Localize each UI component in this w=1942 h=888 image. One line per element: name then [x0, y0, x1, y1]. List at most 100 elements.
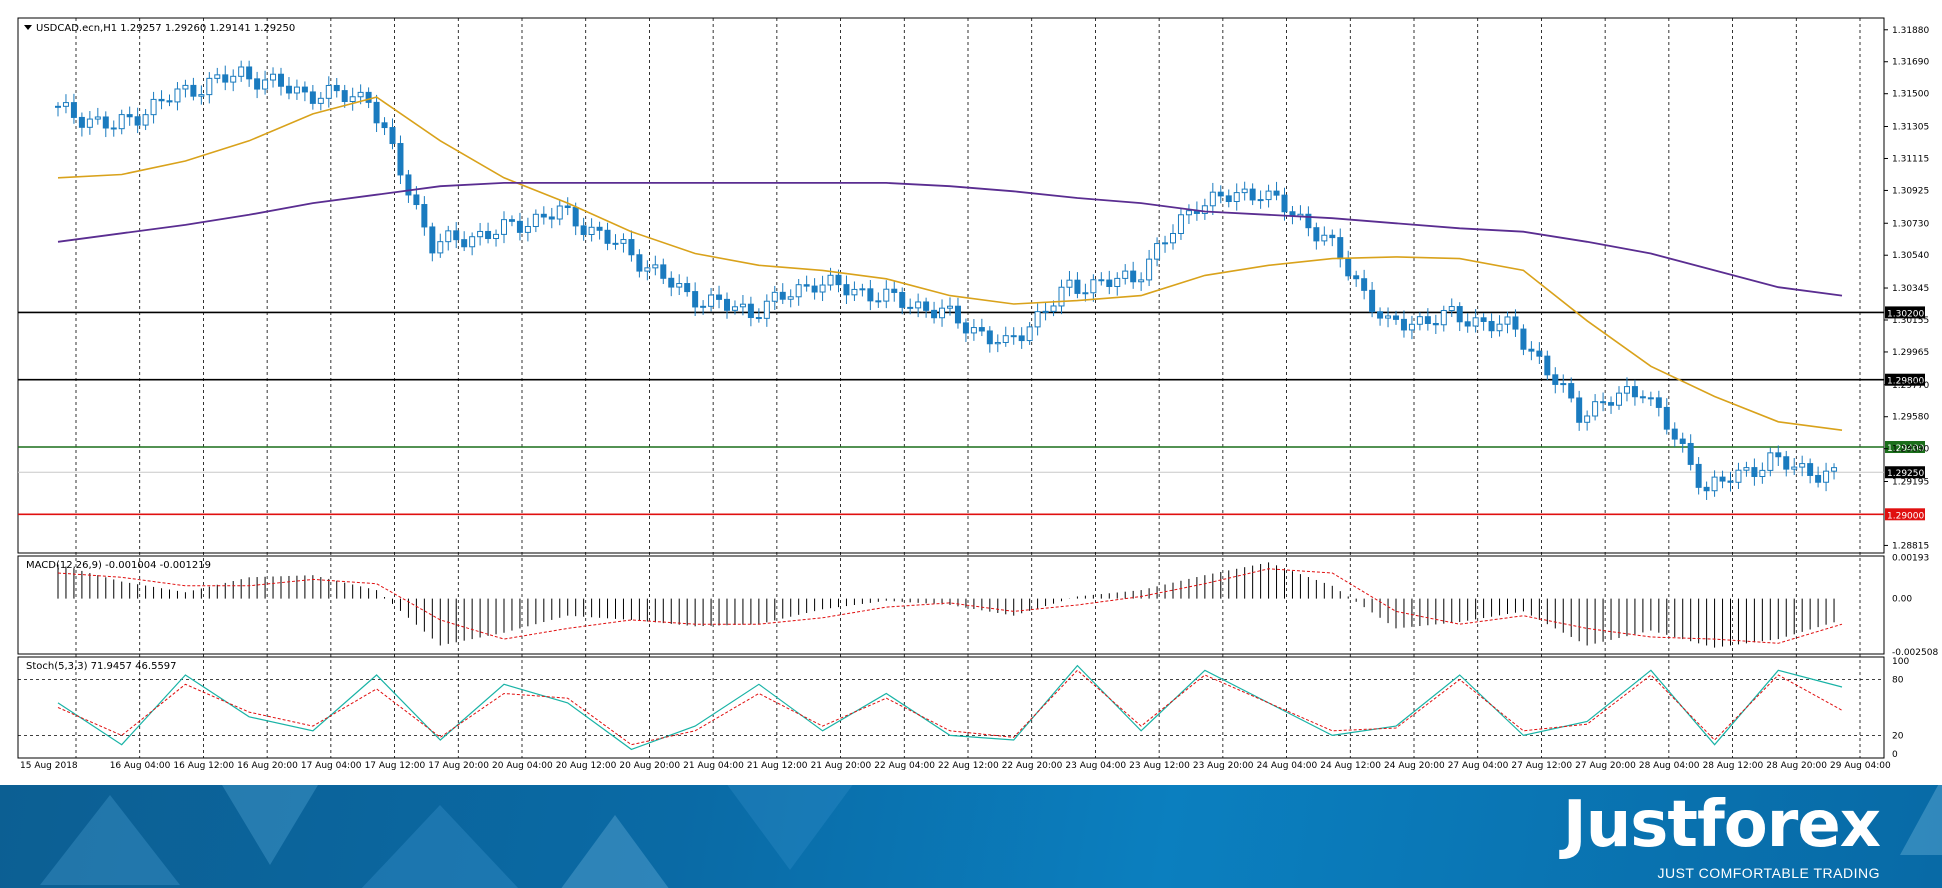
price-tick-label: 1.30730	[1892, 219, 1929, 229]
candle-body	[1791, 466, 1798, 470]
candle-body	[867, 288, 874, 302]
candle-body	[636, 254, 643, 272]
candle-body	[397, 143, 404, 176]
time-label: 17 Aug 04:00	[301, 761, 362, 771]
time-label: 27 Aug 20:00	[1575, 761, 1636, 771]
candle-body	[1464, 321, 1471, 327]
candle-body	[1114, 277, 1121, 287]
price-tick-label: 1.30925	[1892, 186, 1929, 196]
candle-body	[1305, 213, 1312, 229]
candle-body	[1719, 476, 1726, 482]
candle-body	[134, 116, 141, 126]
candle-body	[341, 90, 348, 103]
candle-body	[763, 300, 770, 319]
candle-body	[708, 294, 715, 307]
macd-tick-label: 0.00	[1892, 595, 1912, 605]
candle-body	[1400, 318, 1407, 331]
candle-body	[532, 213, 539, 228]
candle-body	[1432, 322, 1439, 326]
candle-body	[166, 100, 173, 103]
candle-body	[1146, 258, 1153, 281]
brand-banner: Justforex JUST COMFORTABLE TRADING	[0, 785, 1942, 888]
candle-body	[1448, 306, 1455, 311]
candle-body	[150, 98, 157, 116]
candle-body	[811, 285, 818, 293]
candle-body	[580, 225, 587, 235]
stoch-panel[interactable]	[17, 656, 1885, 759]
trading-chart: 1.30200 1.29800 1.29400 1.29250 1.29000 1.31…	[17, 17, 1939, 771]
candle-body	[1377, 311, 1384, 319]
price-tick-label: 1.31500	[1892, 90, 1929, 100]
candle-body	[1743, 467, 1750, 471]
candle-body	[1767, 452, 1774, 471]
time-label: 29 Aug 04:00	[1830, 761, 1891, 771]
candle-body	[1257, 199, 1264, 202]
candle-body	[1623, 386, 1630, 394]
candle-body	[1122, 270, 1129, 279]
time-label: 16 Aug 12:00	[173, 761, 234, 771]
time-label: 17 Aug 20:00	[428, 761, 489, 771]
candle-body	[724, 298, 730, 311]
candle-body	[612, 242, 619, 245]
level-tag-label: 1.29000	[1887, 511, 1924, 521]
moving-averages	[57, 96, 1843, 431]
candle-body	[1663, 406, 1670, 430]
candle-body	[1488, 320, 1495, 332]
candle-body	[1185, 210, 1192, 216]
candle-body	[1424, 316, 1431, 324]
candle-body	[835, 274, 842, 286]
candle-body	[477, 230, 484, 238]
candle-body	[1647, 397, 1654, 400]
candle-body	[1154, 243, 1161, 260]
time-label: 21 Aug 12:00	[747, 761, 808, 771]
time-label: 24 Aug 12:00	[1320, 761, 1381, 771]
candle-body	[182, 84, 189, 90]
candle-body	[110, 127, 117, 130]
time-label: 22 Aug 04:00	[874, 761, 935, 771]
candle-body	[301, 86, 308, 93]
time-label: 23 Aug 20:00	[1193, 761, 1254, 771]
level-tag-label: 1.30200	[1887, 309, 1924, 319]
candle-body	[1385, 315, 1392, 319]
candle-body	[317, 97, 324, 104]
candle-body	[548, 216, 555, 220]
time-label: 28 Aug 12:00	[1703, 761, 1764, 771]
candle-body	[1369, 289, 1376, 313]
candle-body	[1496, 323, 1503, 332]
price-panel[interactable]	[17, 17, 1885, 554]
dropdown-triangle-icon[interactable]	[24, 25, 32, 30]
candle-body	[851, 288, 858, 296]
candle-body	[939, 307, 946, 319]
brand-logo: Justforex	[1562, 788, 1881, 862]
candle-body	[349, 96, 356, 103]
candle-body	[1018, 335, 1025, 342]
candle-body	[747, 303, 754, 319]
candle-body	[771, 291, 778, 302]
candle-body	[453, 230, 460, 241]
candle-body	[1552, 374, 1559, 385]
ma-fast-line	[57, 96, 1843, 431]
decor-shape	[720, 785, 860, 870]
price-tick-label: 1.30155	[1892, 316, 1929, 326]
macd-tick-label: -0.002508	[1892, 648, 1938, 658]
candle-body	[1329, 234, 1336, 239]
candle-body	[779, 291, 786, 300]
candle-body	[78, 116, 85, 128]
candle-body	[931, 309, 938, 319]
stochastic-indicator	[18, 664, 1884, 751]
candle-body	[437, 241, 444, 254]
macd-panel[interactable]	[17, 555, 1885, 655]
time-label: 16 Aug 04:00	[110, 761, 171, 771]
candle-body	[915, 301, 922, 309]
candle-body	[1823, 470, 1830, 483]
candle-body	[843, 284, 850, 296]
candle-body	[429, 226, 436, 254]
stoch-signal-line	[57, 669, 1843, 746]
decor-shape	[560, 815, 670, 888]
candle-body	[676, 283, 683, 288]
price-tick-label: 1.31305	[1892, 123, 1929, 133]
decor-shape	[1900, 785, 1942, 855]
candle-body	[493, 233, 500, 240]
level-tag	[1885, 466, 1925, 479]
time-label: 15 Aug 2018	[20, 761, 78, 771]
